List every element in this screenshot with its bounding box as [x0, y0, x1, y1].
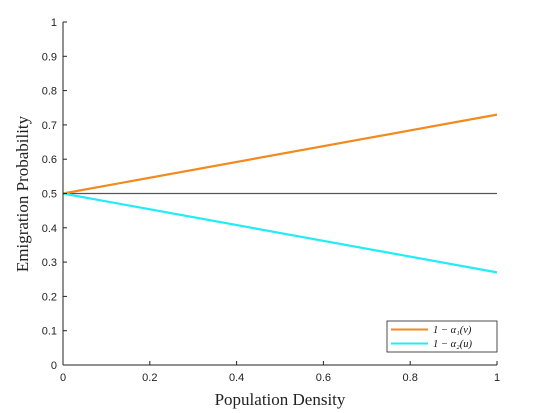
legend: 1 − α₁(v) 1 − α₂(u)	[386, 320, 498, 353]
y-tick-label: 0.5	[42, 189, 57, 201]
y-tick-label: 1	[51, 17, 57, 29]
x-axis-title: Population Density	[215, 390, 346, 409]
x-tick-label: 1	[494, 372, 500, 384]
y-tick-label: 0.1	[42, 326, 57, 338]
y-tick-label: 0.8	[42, 86, 57, 98]
x-tick-label: 0.6	[316, 372, 331, 384]
y-tick-label: 0.3	[42, 257, 57, 269]
series-layer	[62, 113, 498, 274]
x-tick-label: 0	[60, 372, 66, 384]
y-ticks: 0 0.1 0.2 0.3 0.4 0.5 0.6 0.7 0.8 0.9 1	[42, 17, 67, 372]
y-tick-label: 0	[51, 360, 57, 372]
x-ticks: 0 0.2 0.4 0.6 0.8 1	[60, 361, 500, 384]
y-tick-label: 0.9	[42, 51, 57, 63]
y-axis-title: Emigration Probability	[13, 115, 32, 272]
y-tick-label: 0.6	[42, 154, 57, 166]
y-tick-label: 0.7	[42, 120, 57, 132]
legend-box	[386, 320, 498, 353]
series-line-1	[62, 113, 498, 195]
legend-label-series-2: 1 − α₂(u)	[433, 339, 472, 350]
y-tick-label: 0.2	[42, 291, 57, 303]
legend-label-series-1: 1 − α₁(v)	[433, 325, 472, 336]
x-tick-label: 0.8	[403, 372, 418, 384]
x-tick-label: 0.4	[229, 372, 244, 384]
y-tick-label: 0.4	[42, 223, 57, 235]
series-line-2	[62, 192, 498, 274]
x-tick-label: 0.2	[142, 372, 157, 384]
